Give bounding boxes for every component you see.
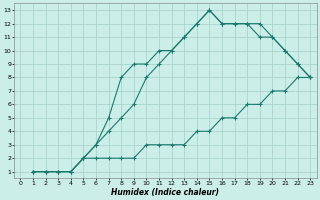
X-axis label: Humidex (Indice chaleur): Humidex (Indice chaleur) (111, 188, 219, 197)
